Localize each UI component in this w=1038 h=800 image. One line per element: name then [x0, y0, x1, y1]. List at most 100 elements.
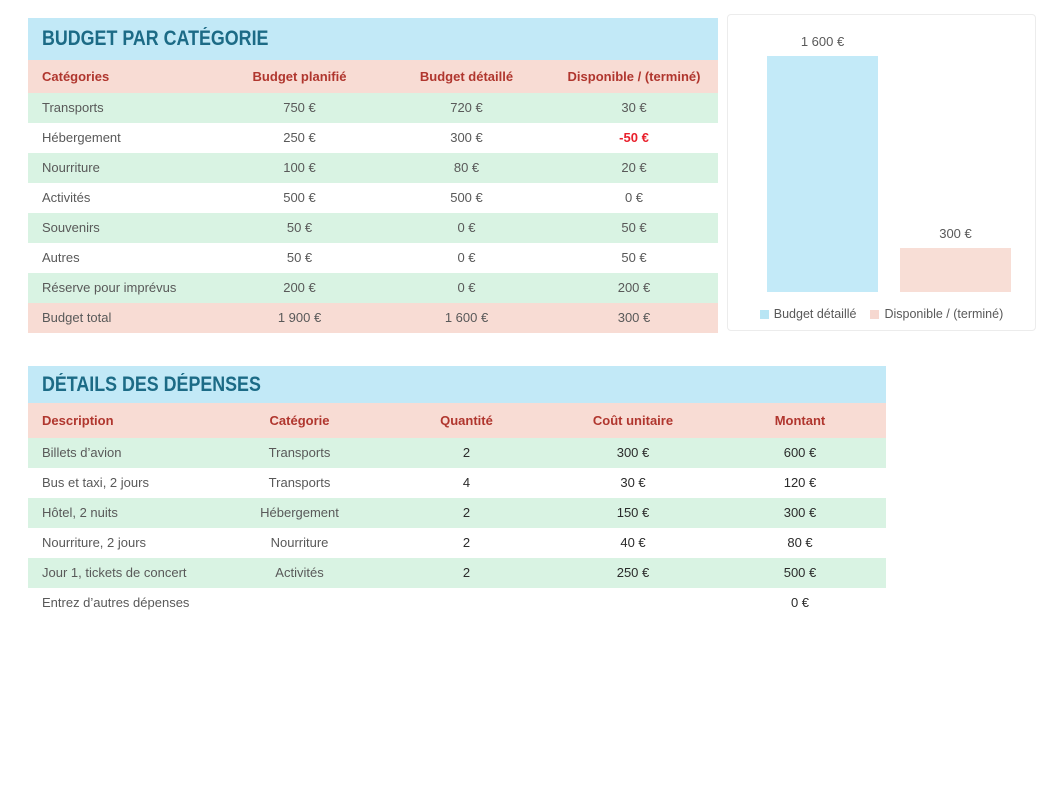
available-cell: 200 € — [617, 280, 651, 295]
table-row: Souvenirs 50 € 0 € 50 € — [28, 213, 718, 243]
table-row: Transports 750 € 720 € 30 € — [28, 93, 718, 123]
available-cell: 50 € — [621, 220, 647, 235]
legend-label: Budget détaillé — [773, 307, 857, 321]
table-row: Entrez d’autres dépenses 0 € — [28, 588, 886, 618]
available-cell: 50 € — [621, 250, 647, 265]
description-cell: Jour 1, tickets de concert — [42, 565, 187, 580]
column-header-amount: Montant — [774, 413, 826, 428]
budget-table-title-bar: BUDGET PAR CATÉGORIE — [28, 18, 718, 60]
chart-legend: Budget détaillé Disponible / (terminé) — [728, 307, 1035, 321]
table-row: Autres 50 € 0 € 50 € — [28, 243, 718, 273]
planned-cell: 50 € — [286, 220, 313, 235]
column-header-quantity: Quantité — [440, 413, 493, 428]
category-cell: Activités — [42, 190, 91, 205]
category-cell: Souvenirs — [42, 220, 100, 235]
column-header-unit-cost: Coût unitaire — [592, 413, 674, 428]
total-label-cell: Budget total — [42, 310, 112, 325]
bar-group-available: 300 € — [900, 226, 1011, 292]
expenses-table-title: DÉTAILS DES DÉPENSES — [42, 372, 261, 396]
quantity-cell: 2 — [462, 445, 471, 460]
budget-table-title: BUDGET PAR CATÉGORIE — [42, 27, 269, 50]
quantity-cell: 2 — [462, 535, 471, 550]
column-header-planned-budget: Budget planifié — [252, 69, 347, 84]
detailed-cell: 720 € — [450, 100, 483, 115]
total-planned-cell: 1 900 € — [277, 310, 322, 325]
category-cell: Nourriture — [42, 160, 100, 175]
amount-cell: 0 € — [790, 595, 810, 610]
description-cell: Billets d’avion — [42, 445, 122, 460]
column-header-description: Description — [42, 413, 114, 428]
description-cell: Entrez d’autres dépenses — [42, 595, 190, 610]
table-row: Jour 1, tickets de concert Activités 2 2… — [28, 558, 886, 588]
available-cell-negative: -50 € — [619, 130, 649, 145]
total-available-cell: 300 € — [617, 310, 651, 325]
quantity-cell: 2 — [462, 565, 471, 580]
legend-swatch-blue — [759, 309, 769, 319]
bar-data-label: 1 600 € — [800, 34, 845, 49]
legend-item-detailed-budget: Budget détaillé — [759, 307, 857, 321]
detailed-cell: 500 € — [450, 190, 483, 205]
quantity-cell: 2 — [462, 505, 471, 520]
expenses-table-title-bar: DÉTAILS DES DÉPENSES — [28, 366, 886, 403]
category-cell: Hébergement — [42, 130, 121, 145]
unit-cost-cell: 150 € — [616, 505, 650, 520]
amount-cell: 500 € — [783, 565, 817, 580]
legend-label: Disponible / (terminé) — [884, 307, 1004, 321]
table-row: Hébergement 250 € 300 € -50 € — [28, 123, 718, 153]
table-row: Hôtel, 2 nuits Hébergement 2 150 € 300 € — [28, 498, 886, 528]
quantity-cell: 4 — [462, 475, 471, 490]
table-row: Activités 500 € 500 € 0 € — [28, 183, 718, 213]
table-row: Bus et taxi, 2 jours Transports 4 30 € 1… — [28, 468, 886, 498]
budget-bar-chart: 1 600 € 300 € Budget détaillé Disponible… — [727, 14, 1036, 331]
detailed-cell: 300 € — [450, 130, 483, 145]
expenses-table-header-row: Description Catégorie Quantité Coût unit… — [28, 403, 886, 438]
planned-cell: 100 € — [283, 160, 316, 175]
category-cell: Transports — [268, 445, 331, 460]
category-cell: Transports — [268, 475, 331, 490]
unit-cost-cell: 300 € — [616, 445, 650, 460]
bar-group-detailed-budget: 1 600 € — [767, 34, 878, 292]
planned-cell: 750 € — [283, 100, 316, 115]
unit-cost-cell: 30 € — [620, 475, 646, 490]
budget-by-category-section: BUDGET PAR CATÉGORIE Catégories Budget p… — [28, 18, 718, 333]
unit-cost-cell: 250 € — [616, 565, 650, 580]
amount-cell: 120 € — [783, 475, 817, 490]
quantity-cell — [383, 588, 550, 618]
column-header-available: Disponible / (terminé) — [567, 69, 701, 84]
column-header-detailed-budget: Budget détaillé — [419, 69, 514, 84]
budget-table-header-row: Catégories Budget planifié Budget détail… — [28, 60, 718, 93]
column-header-category: Catégorie — [269, 413, 330, 428]
available-cell: 0 € — [624, 190, 644, 205]
amount-cell: 300 € — [783, 505, 817, 520]
category-cell: Transports — [42, 100, 104, 115]
planned-cell: 500 € — [283, 190, 316, 205]
detailed-cell: 0 € — [457, 280, 476, 295]
available-cell: 20 € — [621, 160, 647, 175]
planned-cell: 50 € — [286, 250, 313, 265]
bar-available — [900, 248, 1011, 292]
unit-cost-cell — [550, 588, 716, 618]
detailed-cell: 80 € — [453, 160, 480, 175]
unit-cost-cell: 40 € — [620, 535, 646, 550]
bar-data-label: 300 € — [939, 226, 972, 241]
category-cell: Hébergement — [260, 505, 339, 520]
table-row: Réserve pour imprévus 200 € 0 € 200 € — [28, 273, 718, 303]
category-cell: Nourriture — [270, 535, 329, 550]
description-cell: Hôtel, 2 nuits — [42, 505, 118, 520]
detailed-cell: 0 € — [457, 250, 476, 265]
category-cell: Activités — [275, 565, 324, 580]
total-detailed-cell: 1 600 € — [444, 310, 489, 325]
planned-cell: 250 € — [283, 130, 316, 145]
category-cell: Réserve pour imprévus — [42, 280, 177, 295]
planned-cell: 200 € — [283, 280, 316, 295]
budget-total-row: Budget total 1 900 € 1 600 € 300 € — [28, 303, 718, 333]
category-cell — [216, 588, 383, 618]
description-cell: Bus et taxi, 2 jours — [42, 475, 149, 490]
column-header-categories: Catégories — [42, 69, 110, 84]
table-row: Nourriture, 2 jours Nourriture 2 40 € 80… — [28, 528, 886, 558]
amount-cell: 600 € — [783, 445, 817, 460]
table-row: Billets d’avion Transports 2 300 € 600 € — [28, 438, 886, 468]
description-cell: Nourriture, 2 jours — [42, 535, 147, 550]
detailed-cell: 0 € — [457, 220, 476, 235]
legend-item-available: Disponible / (terminé) — [870, 307, 1003, 321]
